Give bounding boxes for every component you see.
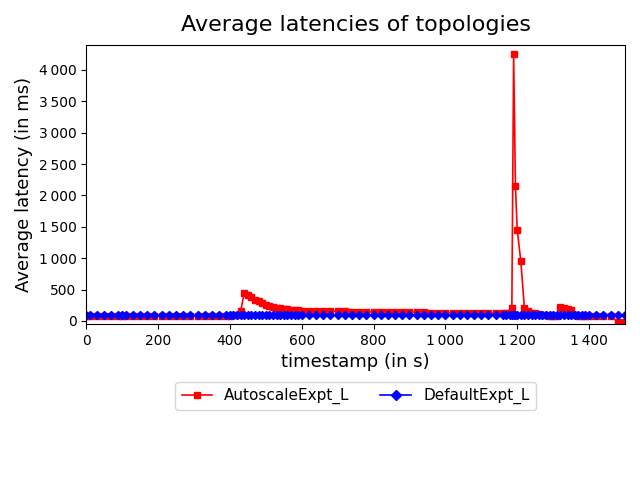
AutoscaleExpt_L (557, 304, 564, 310)
AutoscaleExpt_L (614, 319, 621, 325)
DefaultExpt_L (326, 312, 334, 318)
AutoscaleExpt_L (528, 310, 536, 315)
DefaultExpt_L (226, 312, 234, 318)
Line: AutoscaleExpt_L: AutoscaleExpt_L (83, 51, 628, 325)
X-axis label: timestamp (in s): timestamp (in s) (281, 353, 430, 372)
Legend: AutoscaleExpt_L, DefaultExpt_L: AutoscaleExpt_L, DefaultExpt_L (175, 382, 536, 410)
DefaultExpt_L (621, 312, 629, 318)
AutoscaleExpt_L (83, 313, 90, 319)
AutoscaleExpt_L (510, 51, 518, 57)
DefaultExpt_L (502, 312, 510, 318)
Y-axis label: Average latency (in ms): Average latency (in ms) (15, 77, 33, 292)
Title: Average latencies of topologies: Average latencies of topologies (180, 15, 531, 35)
DefaultExpt_L (83, 312, 90, 318)
DefaultExpt_L (553, 312, 561, 318)
AutoscaleExpt_L (226, 313, 234, 319)
AutoscaleExpt_L (326, 308, 334, 314)
DefaultExpt_L (524, 312, 532, 318)
AutoscaleExpt_L (502, 311, 510, 316)
AutoscaleExpt_L (621, 319, 629, 325)
AutoscaleExpt_L (208, 313, 216, 319)
Line: DefaultExpt_L: DefaultExpt_L (83, 312, 628, 318)
DefaultExpt_L (208, 312, 216, 318)
